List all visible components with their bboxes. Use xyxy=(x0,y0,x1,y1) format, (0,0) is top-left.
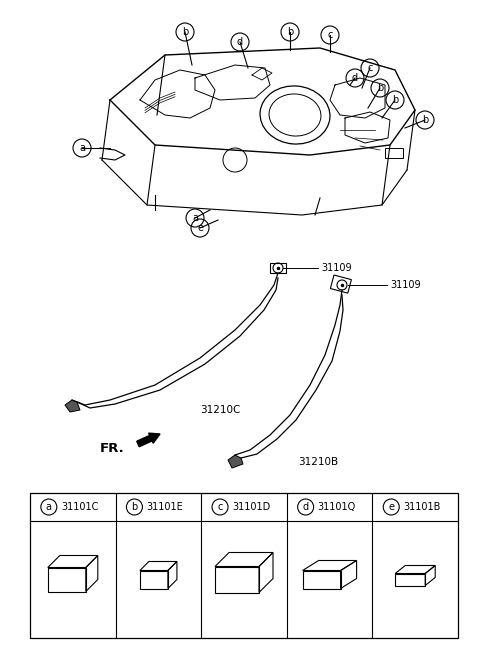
Text: c: c xyxy=(217,502,223,512)
Text: FR.: FR. xyxy=(100,441,125,455)
Text: b: b xyxy=(132,502,138,512)
Text: 31210C: 31210C xyxy=(200,405,240,415)
Text: 31101B: 31101B xyxy=(403,502,441,512)
Text: a: a xyxy=(79,143,85,153)
Bar xyxy=(30,493,458,638)
Text: 31109: 31109 xyxy=(321,263,352,273)
FancyArrow shape xyxy=(137,433,160,447)
Text: 31101E: 31101E xyxy=(146,502,183,512)
Text: b: b xyxy=(392,95,398,105)
Text: b: b xyxy=(377,83,383,93)
Polygon shape xyxy=(228,455,243,468)
Polygon shape xyxy=(65,400,80,412)
Bar xyxy=(270,263,286,273)
Text: b: b xyxy=(182,27,188,37)
Bar xyxy=(330,275,351,293)
Text: a: a xyxy=(192,213,198,223)
Text: b: b xyxy=(287,27,293,37)
Text: d: d xyxy=(237,37,243,47)
Text: a: a xyxy=(46,502,52,512)
Text: 31101Q: 31101Q xyxy=(318,502,356,512)
Text: b: b xyxy=(422,115,428,125)
Text: e: e xyxy=(197,223,203,233)
Text: 31101D: 31101D xyxy=(232,502,270,512)
Text: d: d xyxy=(302,502,309,512)
Text: d: d xyxy=(352,73,358,83)
Text: c: c xyxy=(367,63,372,73)
Text: 31109: 31109 xyxy=(390,280,420,290)
Text: c: c xyxy=(327,30,333,40)
Text: 31101C: 31101C xyxy=(61,502,98,512)
Bar xyxy=(385,148,403,158)
Text: 31210B: 31210B xyxy=(298,457,338,467)
Text: e: e xyxy=(388,502,394,512)
